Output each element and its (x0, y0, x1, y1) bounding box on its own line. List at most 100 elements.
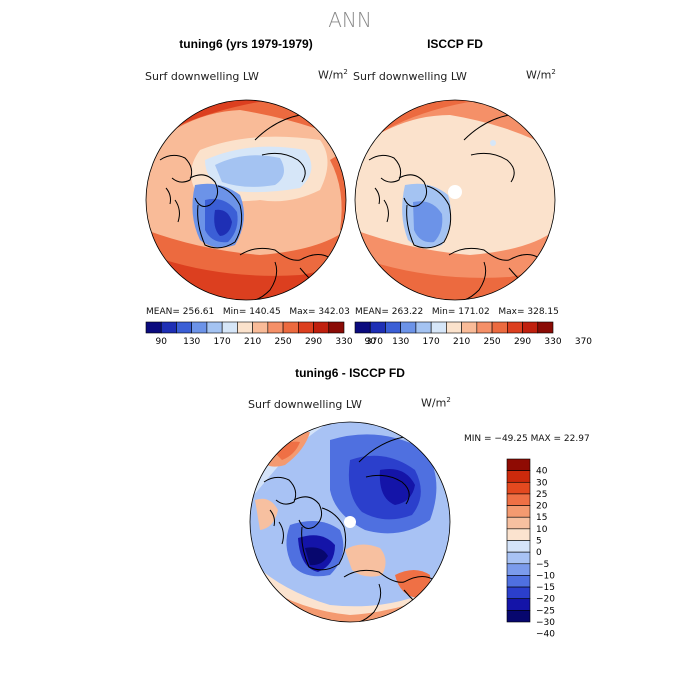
diff-colorbar-swatch (506, 493, 531, 506)
left-colorbar-swatch (267, 321, 284, 334)
right-colorbar: 90 130 170 210 250 290 330 370 (354, 321, 592, 347)
diff-colorbar-tick-label: 5 (536, 537, 542, 547)
left-colorbar-swatch (298, 321, 314, 334)
diff-colorbar-swatch (506, 528, 531, 541)
left-min-value: 140.45 (249, 307, 281, 317)
left-stats: MEAN= 256.61 Min= 140.45 Max= 342.03 (146, 307, 350, 317)
left-colorbar-swatch (313, 321, 330, 334)
diff-colorbar-swatch (506, 481, 531, 495)
diff-panel-title: tuning6 - ISCCP FD (295, 366, 405, 380)
diff-map-west-warm (255, 498, 278, 530)
diff-map-greenland-core (305, 547, 328, 566)
left-colorbar-tick-label: 290 (305, 337, 322, 347)
right-colorbar-tick-label: 90 (365, 337, 377, 347)
left-map-arctic-blue (215, 155, 284, 187)
right-colorbar-swatch (385, 321, 401, 334)
right-max-value: 328.15 (527, 307, 559, 317)
diff-colorbar-tick-label: 40 (536, 467, 548, 477)
right-max-label: Max= (498, 307, 525, 317)
right-map-coastlines (368, 114, 545, 300)
diff-colorbar-tick-label: 15 (536, 513, 547, 523)
left-colorbar-tick-label: 250 (274, 337, 291, 347)
right-colorbar-swatch (430, 321, 447, 334)
left-colorbar-swatch (191, 321, 208, 334)
left-colorbar-tick-label: 210 (244, 337, 261, 347)
left-map (146, 100, 346, 300)
left-colorbar-tick-label: 90 (156, 337, 168, 347)
left-max-value: 342.03 (318, 307, 350, 317)
right-map-border (354, 99, 556, 301)
diff-colorbar-swatch (506, 516, 531, 530)
left-colorbar-swatch (282, 321, 299, 334)
right-variable-label: Surf downwelling LW (353, 70, 467, 83)
right-colorbar-tick-label: 130 (392, 337, 409, 347)
right-colorbar-swatch (354, 321, 371, 334)
diff-map (250, 422, 450, 622)
right-colorbar-swatch (415, 321, 432, 334)
diff-colorbar-swatch (506, 505, 531, 518)
right-colorbar-swatch (476, 321, 493, 334)
left-colorbar-tick-label: 370 (366, 337, 383, 347)
right-map (355, 100, 555, 300)
right-map-pole-gap (448, 185, 462, 199)
right-colorbar-tick-label: 170 (423, 337, 440, 347)
right-colorbar-swatch (369, 321, 386, 334)
diff-colorbar-tick-label: −30 (536, 618, 555, 628)
left-max-label: Max= (289, 307, 316, 317)
right-colorbar-swatch (400, 321, 417, 334)
right-colorbar-swatch (507, 321, 523, 334)
right-colorbar-tick-label: 250 (483, 337, 500, 347)
right-map-blue-spot (490, 140, 496, 146)
left-colorbar-swatch (206, 321, 223, 334)
left-colorbar-tick-label: 130 (183, 337, 200, 347)
diff-colorbar-swatch (506, 470, 531, 483)
left-colorbar: 90 130 170 210 250 290 330 370 (145, 321, 383, 347)
diff-colorbar-tick-label: 0 (536, 548, 542, 558)
diff-colorbar-tick-label: −20 (536, 595, 555, 605)
right-colorbar-swatch (461, 321, 478, 334)
left-colorbar-tick-label: 330 (335, 337, 352, 347)
right-colorbar-swatch (491, 321, 508, 334)
left-colorbar-swatch (145, 321, 162, 334)
diff-variable-label: Surf downwelling LW (248, 398, 362, 411)
diff-colorbar-tick-label: 10 (536, 525, 548, 535)
right-colorbar-tick-label: 210 (453, 337, 470, 347)
diff-colorbar-swatch (506, 540, 531, 553)
diff-units-label: W/m2 (421, 396, 451, 410)
left-map-greenland-core (214, 209, 232, 236)
diff-colorbar-tick-label: −15 (536, 583, 555, 593)
diff-colorbar-swatch (506, 563, 531, 576)
left-panel-title: tuning6 (yrs 1979-1979) (179, 37, 313, 51)
diff-colorbar-tick-label: −25 (536, 606, 555, 616)
left-colorbar-swatch (252, 321, 269, 334)
right-mean-label: MEAN= (355, 307, 389, 317)
left-units-label: W/m2 (318, 68, 348, 82)
diff-colorbar-swatch (506, 551, 531, 565)
left-colorbar-swatch (237, 321, 253, 334)
right-panel-title: ISCCP FD (427, 37, 483, 51)
figure-title: ANN (328, 8, 372, 32)
left-colorbar-swatch (328, 321, 345, 334)
left-min-label: Min= (222, 307, 247, 317)
diff-colorbar-swatch (506, 586, 531, 600)
left-colorbar-swatch (176, 321, 192, 334)
left-colorbar-swatch (160, 321, 177, 334)
diff-colorbar-swatch (506, 575, 531, 588)
diff-colorbar-tick-label: −40 (536, 630, 555, 640)
right-colorbar-tick-label: 290 (514, 337, 531, 347)
right-map-greenland-deep (413, 201, 443, 243)
left-map-border (145, 99, 347, 301)
left-variable-label: Surf downwelling LW (145, 70, 259, 83)
right-stats: MEAN= 263.22 Min= 171.02 Max= 328.15 (355, 307, 559, 317)
left-mean-value: 256.61 (182, 307, 215, 317)
right-colorbar-swatch (522, 321, 539, 334)
left-map-coastlines (159, 114, 336, 300)
diff-colorbar-tick-label: 25 (536, 490, 547, 500)
diff-map-border (249, 421, 451, 623)
diff-colorbar-swatch (506, 610, 531, 623)
right-colorbar-swatch (446, 321, 462, 334)
diff-map-atlantic-warm (345, 544, 386, 577)
right-mean-value: 263.22 (391, 307, 424, 317)
